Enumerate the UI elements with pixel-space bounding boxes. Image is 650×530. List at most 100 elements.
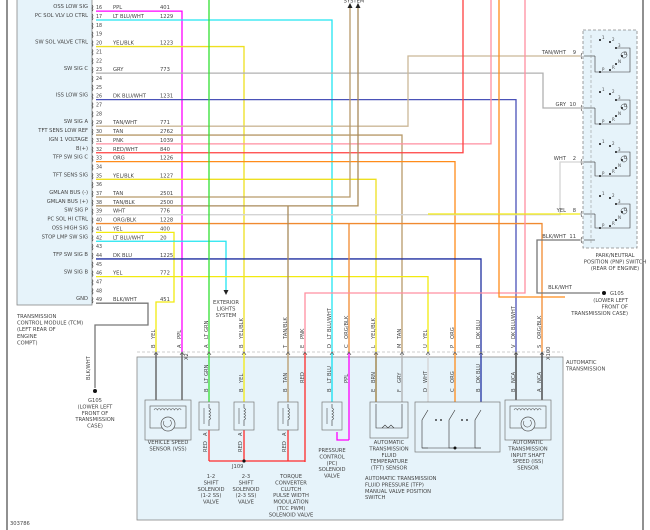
solenoid-coil-icon [331,404,334,426]
pnp-position-label: 2 [612,193,615,198]
internal-wire-label: RED [300,372,306,383]
connector-pin-letter: D [327,344,333,348]
pin-bracket-icon [91,235,94,242]
connector-wire-label: YEL/BLK [371,317,377,340]
internal-pin-letter: B [327,388,333,392]
connector-pin-letter: M [397,344,403,348]
ground-g105-label: (LOWER LEFT [78,404,114,410]
wire-yel-blk [96,178,377,352]
tcm-signal-label: SW SIG C [64,66,89,72]
connector-terminal-icon [513,351,519,356]
pin-bracket-icon [91,252,94,260]
wire-wht [96,161,580,216]
pin-bracket-icon [91,111,94,118]
pnp-contact-dot [615,63,617,65]
connector-pin-letter: C [344,344,350,348]
pnp-position-label: 1 [602,35,605,40]
internal-pin-letter: B [283,388,289,392]
pnp-contact-dot [609,41,611,43]
tcm-circuit-number: 1225 [160,253,173,259]
ss12-label: (1-2 SS) [201,493,222,499]
pin-bracket-icon [91,164,94,171]
internal-pin-letter: A [537,388,543,392]
ground-icon [93,389,97,393]
reluctor-wheel-icon [520,416,536,432]
transmission-title: AUTOMATIC [566,360,597,366]
pin-bracket-icon [91,288,94,295]
pnp-contact-dot [609,69,611,71]
tcm-wire-color-label: TAN [112,129,123,135]
switch-contact-dot [466,419,468,421]
pc-label: PRESSURE [318,448,345,454]
arrow-up-icon [355,3,361,8]
connector-pin-letter: R [476,344,482,348]
pnp-wire-label: GRY [556,102,567,108]
pnp-pin-number: 8 [573,208,576,214]
pin-bracket-icon [91,102,94,109]
internal-wire-label: TAN [283,373,289,384]
pnp-internal-wire [594,47,631,73]
tcm-pin-number: 28 [96,111,102,117]
wire-org [498,0,565,298]
connector-wire-label: YEL [151,330,157,340]
connector-pin-letter: B [151,344,157,348]
tcm-signal-label: ISS LOW SIG [56,93,88,99]
pin-bracket-icon [91,128,94,136]
pin-bracket-icon [91,173,94,180]
wire-tan-wht [96,55,580,127]
tcm-signal-label: PC SOL VLV LO CTRL [35,13,88,19]
tcm-pin-number: 41 [96,226,102,232]
pin-bracket-icon [91,181,94,189]
tcm-circuit-number: 1226 [160,156,173,162]
ss12-label: SHIFT [204,480,220,486]
pnp-pin-number: 2 [573,156,576,162]
ss23-label: 2-3 [242,474,250,480]
tfp-switch-box [414,401,501,453]
tft-label: TEMPERATURE [369,459,408,465]
pnp-pin-number: 11 [569,234,576,240]
switch-contact-dot [461,419,463,421]
pin-bracket-icon [91,146,94,153]
pnp-position-label: N [618,111,621,116]
pnp-contact-dot [609,173,611,175]
ground-wire-label: BLK/WHT [86,355,92,380]
tcm-wire-color-label: LT BLU/WHT [113,14,145,20]
internal-wire-label: DK BLU [476,364,482,383]
pnp-contact-dot [615,115,617,117]
pnp-position-label: 1 [602,191,605,196]
connector-terminal-icon [478,351,484,356]
sensor-winding-icon [153,408,182,411]
tcm-circuit-number: 771 [160,120,170,126]
internal-wire-label: NCA [511,371,517,383]
connector-terminal-icon [452,351,458,356]
solenoid-coil-icon [208,404,211,426]
sensor-winding-icon [513,408,542,411]
tcm-wire-color-label: PPL [113,5,122,11]
tcm-circuit-number: 20 [160,235,167,241]
tcm-circuit-number: 1227 [160,173,173,179]
pin-bracket-icon [91,208,94,215]
tcm-pin-number: 31 [96,138,102,144]
pnp-contact-dot [609,145,611,147]
iss-label: SENSOR [517,466,539,472]
vss-label: VEHICLE SPEED [148,440,189,446]
wire-dk-blu-wht [96,99,517,352]
tft-sensor-box [369,401,409,439]
exterior-lights-label: SYSTEM [216,313,237,319]
connector-wire-label: TAN [397,329,403,340]
ss12-label: 1-2 [207,474,215,480]
arrow-down-icon [223,290,229,295]
tcc-label: TORQUE [279,474,302,480]
solenoid-return-label: RED [282,441,288,452]
tcm-signal-label: GMLAN BUS (+) [47,199,88,205]
tcm-pin-number: 33 [96,156,102,162]
wire-tan [96,134,403,352]
connector-pin-letter: U [423,344,429,348]
tcm-pin-number: 16 [96,5,102,11]
tcm-circuit-number: 400 [160,226,170,232]
tcm-pin-number: 47 [96,280,102,286]
pin-bracket-icon [91,31,94,38]
pnp-position-label: 3 [618,43,621,48]
pnp-position-label: P [602,223,605,228]
